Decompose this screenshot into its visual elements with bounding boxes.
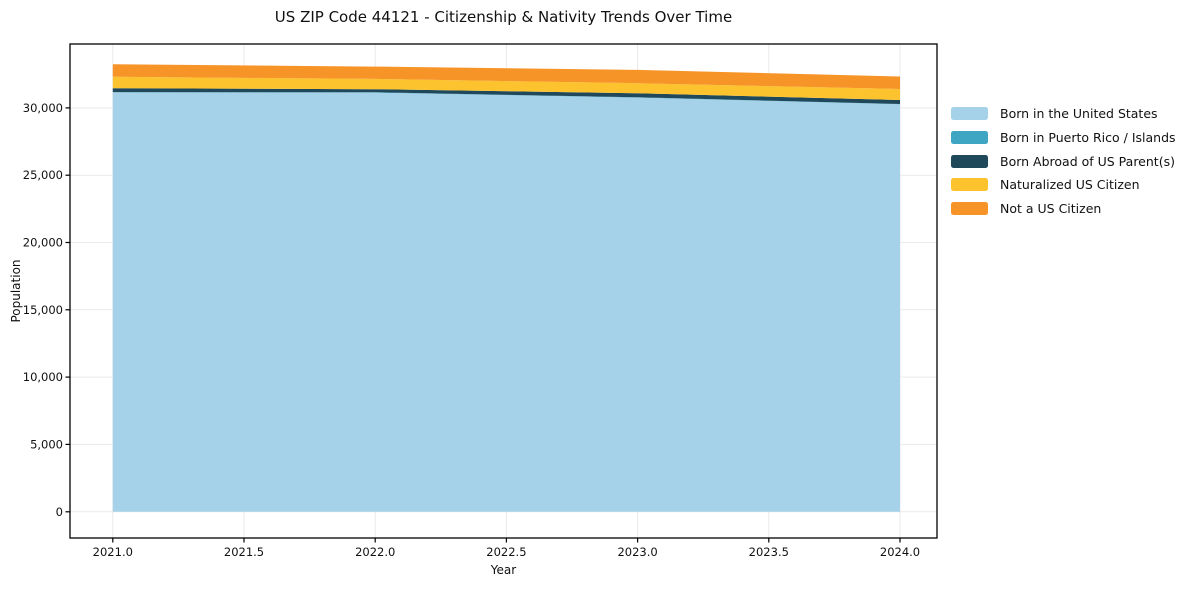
area-not-a-us-citizen: [112, 64, 901, 89]
legend: Born in the United States Born in Puerto…: [951, 106, 1176, 217]
legend-label: Born in Puerto Rico / Islands: [1000, 129, 1176, 145]
y-tick-label: 10,000: [23, 370, 63, 384]
legend-item-not-a-us-citizen: Not a US Citizen: [951, 201, 1176, 217]
legend-swatch-icon: [951, 107, 988, 120]
legend-label: Born Abroad of US Parent(s): [1000, 153, 1175, 169]
area-born-in-the-united-states: [112, 92, 901, 512]
legend-swatch-icon: [951, 202, 988, 216]
legend-swatch-icon: [951, 130, 988, 144]
chart-title: US ZIP Code 44121 - Citizenship & Nativi…: [274, 8, 733, 26]
legend-item-naturalized-us-citizen: Naturalized US Citizen: [951, 177, 1176, 193]
x-tick-label: 2024.0: [880, 545, 920, 559]
y-tick-label: 5,000: [30, 437, 63, 451]
x-tick-label: 2021.5: [224, 545, 264, 559]
legend-label: Born in the United States: [1000, 106, 1158, 121]
legend-swatch-icon: [951, 178, 988, 192]
y-tick-label: 25,000: [23, 168, 63, 182]
x-tick-label: 2022.5: [486, 545, 526, 559]
legend-item-born-in-puerto-rico-islands: Born in Puerto Rico / Islands: [951, 129, 1176, 145]
x-axis-label: Year: [490, 563, 517, 577]
y-tick-label: 0: [56, 505, 63, 519]
y-tick-label: 20,000: [23, 236, 63, 250]
plot-frame: [69, 43, 938, 539]
area-naturalized-us-citizen: [112, 76, 901, 100]
legend-label: Naturalized US Citizen: [1000, 177, 1140, 193]
x-tick-label: 2023.5: [749, 545, 789, 559]
x-tick-label: 2023.0: [617, 545, 657, 559]
area-born-abroad-of-us-parent-s: [112, 88, 901, 104]
legend-swatch-icon: [951, 154, 988, 168]
legend-label: Not a US Citizen: [1000, 201, 1102, 217]
y-axis-label: Population: [9, 259, 23, 323]
y-tick-label: 15,000: [23, 303, 63, 317]
legend-item-born-in-the-united-states: Born in the United States: [951, 106, 1176, 121]
x-tick-label: 2021.0: [93, 545, 133, 559]
y-tick-label: 30,000: [23, 101, 63, 115]
x-tick-label: 2022.0: [355, 545, 395, 559]
legend-item-born-abroad-of-us-parents: Born Abroad of US Parent(s): [951, 153, 1176, 169]
